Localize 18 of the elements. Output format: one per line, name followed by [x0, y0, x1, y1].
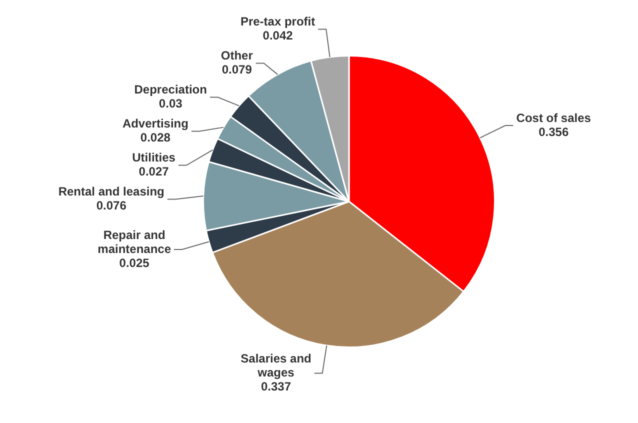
slice-label: Repair and maintenance [98, 228, 172, 256]
data-label: 0.076 [96, 198, 127, 213]
data-label: 0.337 [260, 380, 292, 394]
data-label: 0.079 [222, 62, 252, 77]
slice-label: Utilities [132, 150, 176, 165]
slice-label: Salaries and wages [240, 352, 312, 380]
slice-label: Rental and leasing [58, 184, 164, 199]
data-label: 0.042 [262, 28, 294, 43]
data-label: 0.356 [538, 124, 569, 139]
slice-label: Cost of sales [516, 110, 592, 125]
slice-label: Pre-tax profit [240, 14, 316, 29]
data-label: 0.028 [140, 130, 171, 145]
data-label: 0.027 [138, 164, 170, 179]
slice-label: Other [220, 48, 254, 63]
slice-label: Depreciation [134, 82, 207, 97]
data-label: 0.03 [158, 96, 183, 111]
data-label: 0.025 [119, 256, 150, 270]
slice-label: Advertising [122, 116, 188, 131]
